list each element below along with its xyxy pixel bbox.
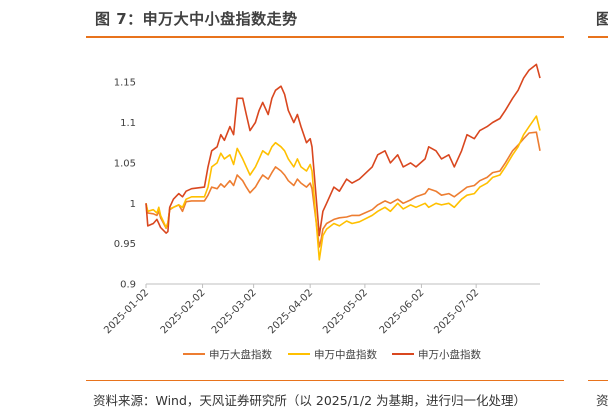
series-line (145, 131, 541, 248)
chart-legend: 申万大盘指数 申万中盘指数 申万小盘指数 (183, 348, 481, 361)
x-tick-label: 2025-03-02 (210, 287, 259, 336)
figure-title: 图 7：申万大中小盘指数走势 (95, 10, 298, 28)
y-tick-label: 0.9 (120, 280, 136, 291)
y-tick-label: 1 (130, 199, 136, 210)
x-tick-label: 2025-05-02 (321, 287, 370, 336)
next-figure-footer-rule (588, 380, 608, 381)
next-figure-title-fragment: 图 (596, 10, 608, 28)
series-line (145, 115, 541, 261)
source-note: 资料来源：Wind，天风证券研究所（以 2025/1/2 为基期，进行归一化处理… (93, 393, 527, 408)
next-figure-underline (588, 36, 608, 38)
x-tick-label: 2025-04-02 (266, 287, 315, 336)
x-axis-ticks: 2025-01-02 2025-02-02 2025-03-02 2025-04-02… (102, 284, 481, 336)
y-axis-ticks: 0.9 0.95 1 1.05 1.1 1.15 (114, 78, 136, 291)
legend-label: 申万大盘指数 (209, 348, 272, 361)
y-tick-label: 1.15 (114, 78, 136, 89)
next-figure-source-fragment: 资 (596, 393, 608, 408)
x-tick-label: 2025-02-02 (159, 287, 208, 336)
series-lines (145, 63, 541, 261)
x-tick-label: 2025-06-02 (378, 287, 427, 336)
y-tick-label: 0.95 (114, 239, 136, 250)
y-tick-label: 1.1 (120, 118, 136, 129)
x-tick-label: 2025-01-02 (102, 287, 151, 336)
footer-rule (86, 380, 564, 381)
series-line (145, 63, 541, 237)
legend-label: 申万小盘指数 (418, 348, 481, 361)
legend-label: 申万中盘指数 (314, 348, 377, 361)
y-tick-label: 1.05 (114, 158, 136, 169)
title-underline (86, 36, 564, 38)
x-tick-label: 2025-07-02 (432, 287, 481, 336)
